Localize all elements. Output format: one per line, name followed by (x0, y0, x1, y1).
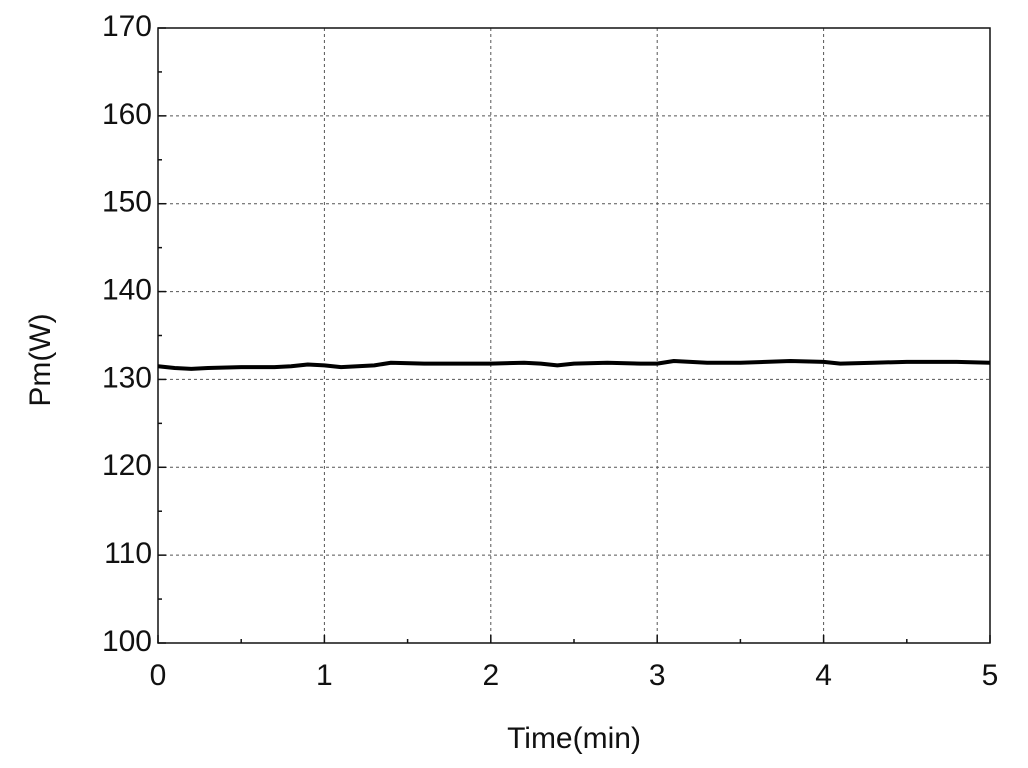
data-line (157, 358, 991, 371)
x-tick-label: 4 (815, 659, 832, 692)
y-axis-label: Pm(W) (24, 313, 57, 406)
plot-frame (157, 27, 991, 644)
y-tick-label: 140 (102, 273, 152, 306)
y-tick-label: 150 (102, 186, 152, 219)
x-tick-label: 3 (649, 659, 666, 692)
x-axis-label: Time(min) (507, 722, 641, 755)
x-tick-label: 1 (316, 659, 333, 692)
x-tick-label: 2 (482, 659, 499, 692)
y-tick-label: 100 (102, 625, 152, 658)
y-tick-label: 120 (102, 449, 152, 482)
y-tick-label: 170 (102, 10, 152, 43)
y-tick-label: 130 (102, 361, 152, 394)
y-tick-label: 160 (102, 98, 152, 131)
y-tick-label: 110 (104, 537, 152, 570)
x-tick-label: 5 (982, 659, 999, 692)
x-tick-label: 0 (150, 659, 167, 692)
